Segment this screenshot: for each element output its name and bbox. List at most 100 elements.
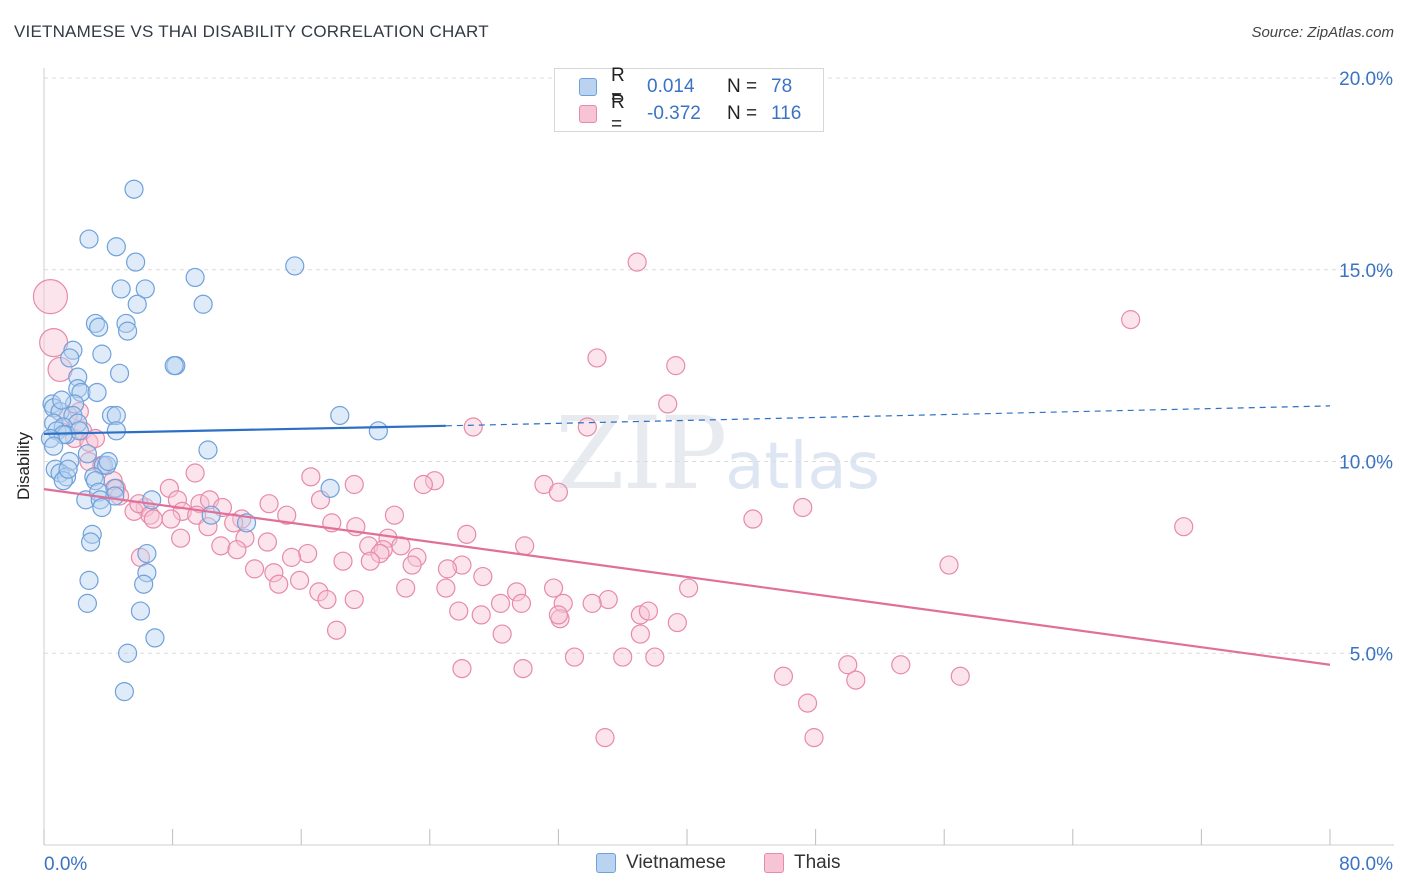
vietnamese-point bbox=[92, 497, 112, 518]
vietnamese-point bbox=[330, 405, 350, 426]
legend-swatch-vietnamese bbox=[579, 78, 597, 96]
thais-point bbox=[452, 658, 472, 679]
thais-point bbox=[473, 566, 493, 587]
thais-point bbox=[1174, 517, 1194, 537]
thais-point bbox=[515, 536, 535, 556]
thais-point bbox=[171, 528, 191, 548]
vietnamese-point bbox=[193, 294, 213, 314]
legend-n-value: 116 bbox=[771, 103, 802, 124]
thais-point bbox=[449, 601, 469, 621]
thais-point bbox=[595, 728, 615, 748]
thais-point bbox=[235, 528, 255, 548]
vietnamese-point bbox=[285, 256, 305, 276]
vietnamese-point bbox=[79, 570, 99, 590]
thais-point bbox=[32, 278, 69, 315]
vietnamese-point bbox=[105, 486, 125, 506]
thais-point bbox=[281, 547, 302, 567]
thais-point bbox=[257, 532, 278, 552]
thais-point bbox=[743, 509, 763, 529]
thais-point bbox=[298, 543, 318, 564]
y-tick-label: 15.0% bbox=[1339, 261, 1393, 282]
thais-point bbox=[309, 582, 329, 602]
thais-point bbox=[333, 551, 353, 571]
vietnamese-point bbox=[60, 348, 80, 368]
legend-r-value: 0.014 bbox=[647, 76, 695, 97]
vietnamese-point bbox=[145, 628, 165, 648]
thais-point bbox=[939, 555, 959, 575]
thais-point bbox=[891, 655, 911, 675]
vietnamese-point bbox=[53, 471, 73, 491]
thais-point bbox=[797, 693, 818, 713]
thais-point bbox=[598, 589, 618, 610]
vietnamese-point bbox=[58, 459, 78, 479]
y-axis-title: Disability bbox=[14, 431, 33, 500]
thais-point bbox=[511, 593, 532, 613]
vietnamese-point bbox=[142, 490, 162, 510]
vietnamese-point bbox=[320, 478, 340, 498]
thais-trend-line bbox=[43, 488, 1331, 666]
thais-point bbox=[244, 559, 265, 579]
vietnamese-point bbox=[130, 601, 151, 621]
thais-point bbox=[679, 578, 699, 598]
vietnamese-point bbox=[137, 563, 157, 583]
thais-point bbox=[344, 474, 364, 495]
vietnamese-point bbox=[117, 643, 138, 663]
vietnamese-point bbox=[109, 363, 130, 383]
thais-point bbox=[548, 482, 569, 502]
vietnamese-point bbox=[185, 267, 205, 288]
thais-point bbox=[577, 417, 597, 437]
thais-points bbox=[32, 252, 1194, 748]
bottom-legend-label-vietnamese: Vietnamese bbox=[626, 852, 726, 873]
thais-point bbox=[846, 670, 866, 690]
thais-point bbox=[507, 582, 527, 602]
vietnamese-point bbox=[114, 681, 134, 702]
thais-point bbox=[553, 593, 573, 613]
thais-point bbox=[838, 655, 858, 675]
thais-point bbox=[289, 570, 310, 590]
vietnamese-point bbox=[101, 405, 122, 426]
legend-n-value: 78 bbox=[771, 76, 793, 97]
thais-point bbox=[317, 589, 337, 610]
x-tick-label: 80.0% bbox=[1339, 854, 1393, 875]
vietnamese-point bbox=[134, 574, 154, 594]
thais-point bbox=[630, 624, 650, 644]
vietnamese-point bbox=[69, 421, 89, 441]
thais-point bbox=[185, 463, 205, 483]
axes bbox=[43, 68, 1394, 846]
vietnamese-point bbox=[111, 279, 131, 299]
thais-point bbox=[413, 474, 433, 495]
thais-point bbox=[264, 563, 284, 583]
vietnamese-point bbox=[164, 356, 184, 376]
bottom-legend-label-thais: Thais bbox=[794, 852, 841, 873]
thais-point bbox=[793, 497, 813, 518]
vietnamese-point bbox=[52, 390, 72, 410]
vietnamese-point bbox=[89, 317, 109, 337]
thais-point bbox=[457, 524, 477, 544]
vietnamese-point bbox=[106, 421, 126, 441]
vietnamese-point bbox=[106, 237, 126, 257]
thais-point bbox=[326, 620, 347, 640]
watermark-atlas: atlas bbox=[725, 430, 880, 504]
vietnamese-point bbox=[44, 436, 64, 456]
y-tick-label: 10.0% bbox=[1339, 453, 1393, 474]
thais-point bbox=[384, 505, 405, 525]
thais-point bbox=[190, 494, 210, 514]
watermark: ZIPatlas bbox=[555, 395, 880, 512]
vietnamese-trend-extension bbox=[445, 405, 1331, 427]
thais-point bbox=[582, 593, 602, 613]
vietnamese-point bbox=[201, 505, 221, 525]
thais-point bbox=[425, 471, 445, 491]
trend-lines bbox=[43, 405, 1331, 666]
legend-box: R = 0.014 N = 78 R = -0.372 N = 116 bbox=[554, 65, 824, 135]
vietnamese-point bbox=[98, 451, 118, 472]
thais-point bbox=[143, 509, 163, 529]
thais-point bbox=[227, 540, 247, 560]
thais-point bbox=[548, 605, 569, 625]
legend-n-label: N = bbox=[727, 76, 758, 97]
vietnamese-trend-line bbox=[43, 424, 446, 435]
vietnamese-point bbox=[137, 543, 157, 564]
thais-point bbox=[452, 555, 472, 575]
thais-point bbox=[344, 589, 364, 610]
vietnamese-point bbox=[82, 524, 102, 544]
